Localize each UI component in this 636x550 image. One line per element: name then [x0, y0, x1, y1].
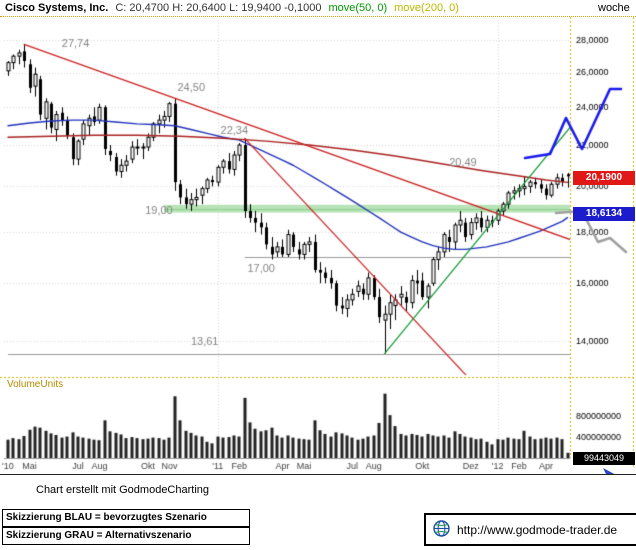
symbol-label: Cisco Systems, Inc.: [5, 2, 109, 14]
price-chart-canvas[interactable]: [0, 17, 636, 474]
title-bar: Cisco Systems, Inc. C: 20,4700 H: 20,640…: [0, 0, 636, 17]
timeframe-label: woche: [598, 2, 630, 14]
ma200-indicator-label: move(200, 0): [394, 2, 459, 14]
price-marker-red: 20,1900: [573, 171, 635, 185]
credit-label: Chart erstellt mit GodmodeCharting: [36, 484, 210, 496]
url-box[interactable]: http://www.godmode-trader.de: [424, 513, 636, 546]
url-text: http://www.godmode-trader.de: [457, 522, 618, 537]
volume-units-label: VolumeUnits: [7, 379, 64, 390]
ma50-indicator-label: move(50, 0): [328, 2, 388, 14]
footer: Chart erstellt mit GodmodeCharting Skizz…: [0, 474, 636, 550]
quote-label: C: 20,4700 H: 20,6400 L: 19,9400 -0,1000: [115, 2, 322, 14]
globe-icon: [433, 519, 450, 540]
price-marker-blue: 18,6134: [573, 207, 635, 221]
legend-gray-scenario: Skizzierung GRAU = Alternativszenario: [2, 527, 250, 545]
volume-readout: 99443049: [573, 452, 635, 465]
legend-blue-scenario: Skizzierung BLAU = bevorzugtes Szenario: [2, 509, 250, 527]
